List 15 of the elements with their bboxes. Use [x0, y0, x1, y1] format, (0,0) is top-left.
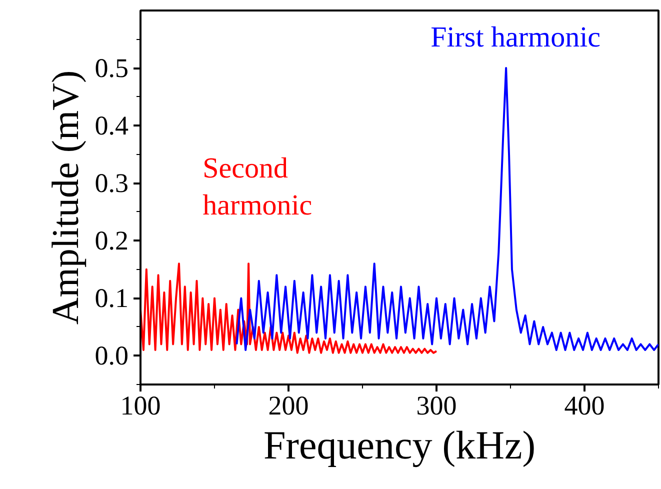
x-tick-label: 300: [416, 390, 457, 420]
series-label: First harmonic: [430, 22, 601, 54]
y-tick-label: 0.4: [94, 110, 129, 141]
y-tick-label: 0.1: [94, 283, 128, 314]
y-tick-label: 0.2: [94, 226, 128, 256]
x-tick-label: 400: [564, 390, 605, 420]
y-tick-label: 0.5: [94, 53, 128, 84]
y-tick-label: 0.3: [94, 168, 128, 198]
x-tick-label: 200: [268, 390, 309, 420]
y-axis-title: Amplitude (mV): [44, 70, 87, 325]
x-tick-label: 100: [120, 390, 161, 420]
line-series: [140, 262, 438, 354]
x-axis-title: Frequency (kHz): [263, 422, 536, 468]
series-label: Second harmonic: [202, 152, 312, 222]
y-tick-label: 0.0: [94, 340, 128, 371]
